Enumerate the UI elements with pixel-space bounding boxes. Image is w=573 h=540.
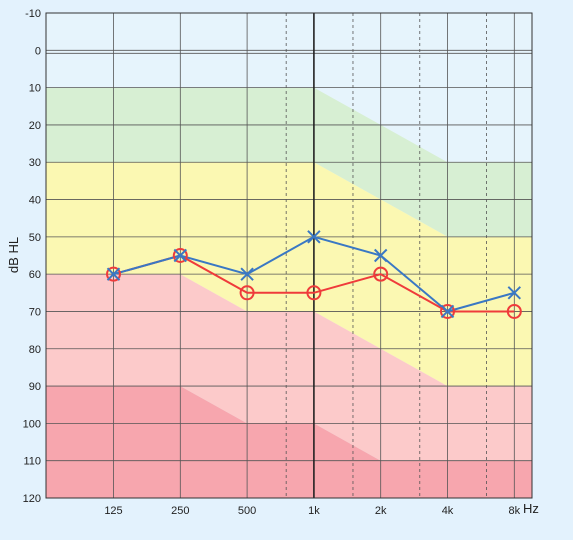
y-tick-label: 50 bbox=[29, 232, 41, 244]
hearing-zone-3 bbox=[46, 274, 532, 461]
y-tick-label: 100 bbox=[23, 418, 41, 430]
cross-stroke bbox=[307, 230, 321, 244]
y-tick-label: -10 bbox=[25, 8, 41, 20]
cross-stroke bbox=[106, 267, 121, 281]
data-point-cross bbox=[173, 248, 188, 263]
y-tick-label: 60 bbox=[29, 269, 41, 281]
data-point-cross bbox=[307, 230, 321, 244]
x-tick-label: 1k bbox=[308, 505, 320, 517]
x-tick-label: 250 bbox=[171, 505, 189, 517]
cross-stroke bbox=[440, 304, 455, 319]
data-point-circle bbox=[440, 303, 455, 319]
hearing-zone-4 bbox=[46, 386, 532, 498]
y-axis-title: dB HL bbox=[6, 237, 21, 273]
y-tick-label: 40 bbox=[29, 195, 41, 207]
x-tick-label: 4k bbox=[442, 505, 454, 517]
cross-stroke bbox=[240, 267, 254, 281]
y-tick-label: 110 bbox=[23, 456, 41, 468]
data-point-cross bbox=[106, 267, 121, 281]
plot-border bbox=[45, 12, 533, 499]
y-tick-label: 120 bbox=[23, 493, 41, 505]
x-tick-label: 8k bbox=[508, 505, 520, 517]
data-point-circle bbox=[306, 285, 322, 301]
cross-stroke bbox=[373, 248, 388, 263]
y-tick-label: 10 bbox=[29, 83, 41, 95]
data-point-circle bbox=[172, 248, 188, 263]
x-tick-label: 500 bbox=[238, 505, 256, 517]
axis-labels: -10 0 10 20 30 40 50 60 70 80 90 100 110 120 125 250 500… bbox=[23, 8, 521, 517]
data-point-circle bbox=[239, 285, 255, 301]
hearing-zones bbox=[46, 13, 532, 498]
data-point-circle bbox=[506, 303, 522, 319]
data-point-cross bbox=[440, 304, 455, 319]
y-tick-label: 70 bbox=[29, 306, 41, 318]
x-tick-label: 125 bbox=[104, 505, 122, 517]
y-tick-label: 80 bbox=[29, 344, 41, 356]
data-point-circle bbox=[373, 266, 389, 282]
x-axis-unit: Hz bbox=[523, 501, 539, 516]
data-point-cross bbox=[507, 286, 522, 300]
cross-stroke bbox=[173, 248, 188, 263]
x-tick-label: 2k bbox=[375, 505, 387, 517]
cross-stroke bbox=[507, 286, 522, 300]
y-tick-label: 20 bbox=[29, 120, 41, 132]
y-tick-label: 30 bbox=[29, 157, 41, 169]
data-series bbox=[106, 230, 522, 319]
grid-lines bbox=[45, 12, 533, 499]
data-point-cross bbox=[240, 267, 254, 281]
y-tick-label: 0 bbox=[35, 45, 41, 57]
data-point-cross bbox=[373, 248, 388, 263]
y-tick-label: 90 bbox=[29, 381, 41, 393]
data-point-circle bbox=[106, 266, 121, 282]
